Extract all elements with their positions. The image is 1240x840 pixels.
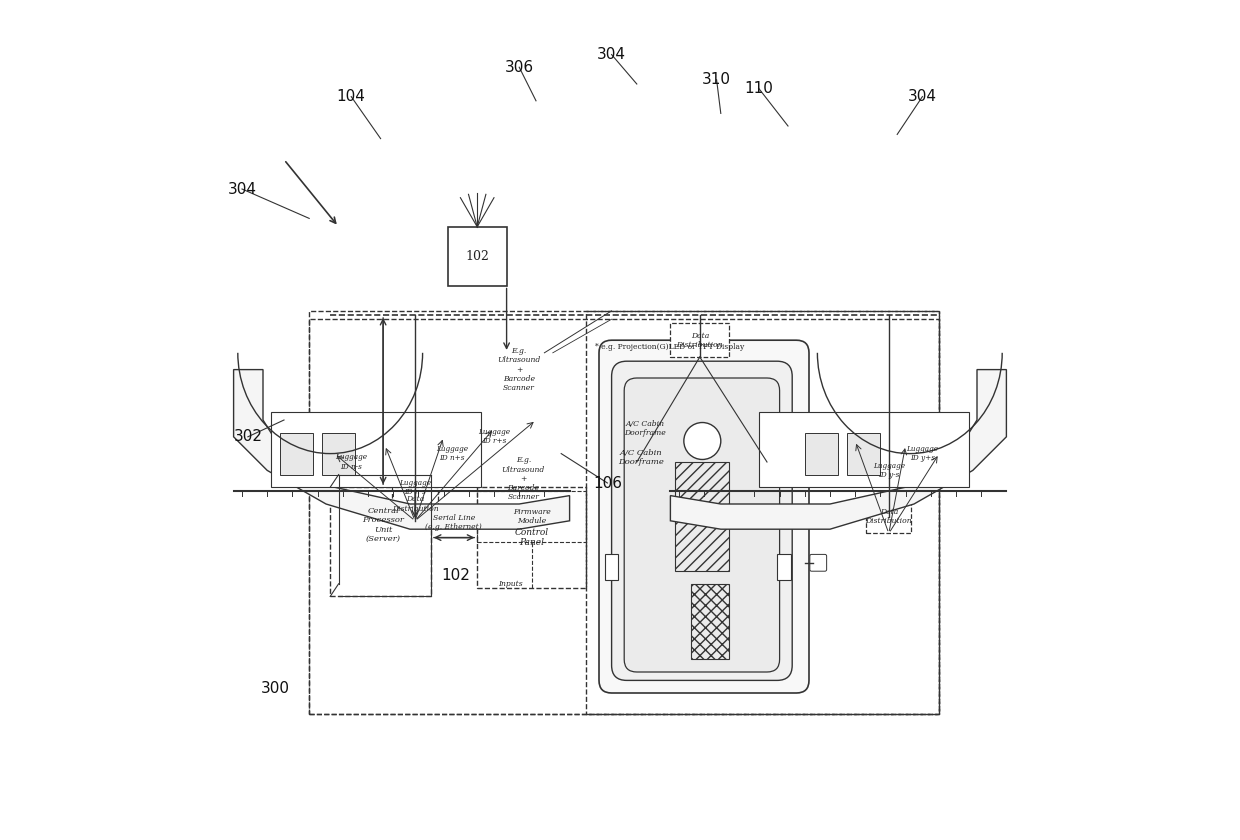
FancyBboxPatch shape xyxy=(759,412,968,487)
Text: 102: 102 xyxy=(441,568,471,583)
FancyBboxPatch shape xyxy=(605,554,619,580)
Text: 110: 110 xyxy=(744,81,773,96)
Text: A/C Cabin
Doorframe: A/C Cabin Doorframe xyxy=(624,420,666,437)
Text: 302: 302 xyxy=(233,429,263,444)
Text: Inputs: Inputs xyxy=(498,580,523,588)
Text: E.g.
Ultrasound
+
Barcode
Scanner: E.g. Ultrasound + Barcode Scanner xyxy=(502,456,546,501)
Text: 306: 306 xyxy=(505,60,533,75)
PathPatch shape xyxy=(233,370,569,529)
FancyBboxPatch shape xyxy=(392,487,438,521)
Text: 304: 304 xyxy=(908,89,937,104)
Text: E.g.
Ultrasound
+
Barcode
Scanner: E.g. Ultrasound + Barcode Scanner xyxy=(497,347,541,392)
FancyBboxPatch shape xyxy=(777,554,791,580)
FancyBboxPatch shape xyxy=(810,554,827,571)
FancyBboxPatch shape xyxy=(847,433,880,475)
FancyBboxPatch shape xyxy=(272,412,481,487)
Text: Luggage
ID n-s: Luggage ID n-s xyxy=(399,479,432,496)
FancyBboxPatch shape xyxy=(866,500,911,533)
Text: Serial Line
(e.g. Ethernet): Serial Line (e.g. Ethernet) xyxy=(425,514,482,531)
Text: Luggage
ID r+s: Luggage ID r+s xyxy=(477,428,510,445)
Circle shape xyxy=(683,423,720,459)
Text: 304: 304 xyxy=(227,181,257,197)
Text: 104: 104 xyxy=(337,89,366,104)
Text: A/C Cabin
Doorframe: A/C Cabin Doorframe xyxy=(618,449,663,466)
FancyBboxPatch shape xyxy=(805,433,838,475)
Text: 310: 310 xyxy=(702,72,732,87)
Text: Data
Distribution: Data Distribution xyxy=(677,332,723,349)
Text: 106: 106 xyxy=(593,475,622,491)
PathPatch shape xyxy=(671,370,1007,529)
FancyBboxPatch shape xyxy=(599,340,808,693)
Text: Firmware
Module: Firmware Module xyxy=(513,508,551,525)
Text: 300: 300 xyxy=(262,681,290,696)
Text: 304: 304 xyxy=(598,47,626,62)
FancyBboxPatch shape xyxy=(624,378,780,672)
Text: Luggage
ID n+s: Luggage ID n+s xyxy=(436,445,467,462)
FancyBboxPatch shape xyxy=(280,433,314,475)
Text: Luggage
ID y-s: Luggage ID y-s xyxy=(873,462,905,479)
Text: Luggage
ID y+s: Luggage ID y+s xyxy=(906,445,939,462)
Text: Data
Distribution: Data Distribution xyxy=(392,496,439,512)
FancyBboxPatch shape xyxy=(611,361,792,680)
Text: Central
Processor
Unit
(Server): Central Processor Unit (Server) xyxy=(362,507,404,543)
FancyBboxPatch shape xyxy=(322,433,356,475)
Text: Luggage
ID n-s: Luggage ID n-s xyxy=(335,454,367,470)
Text: * e.g. Projection(G)LED or TFT Display: * e.g. Projection(G)LED or TFT Display xyxy=(595,343,744,351)
Text: 102: 102 xyxy=(465,249,489,263)
Text: Control
Panel: Control Panel xyxy=(515,528,549,548)
Text: Data
Distribution: Data Distribution xyxy=(866,508,913,525)
FancyBboxPatch shape xyxy=(671,323,729,357)
FancyBboxPatch shape xyxy=(448,227,507,286)
